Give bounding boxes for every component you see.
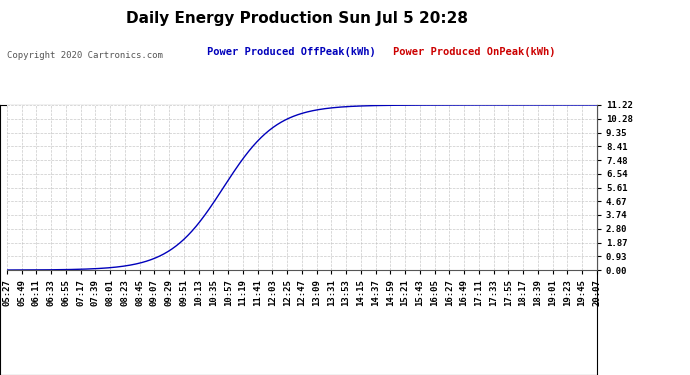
Text: Copyright 2020 Cartronics.com: Copyright 2020 Cartronics.com (7, 51, 163, 60)
Text: Power Produced OnPeak(kWh): Power Produced OnPeak(kWh) (393, 47, 556, 57)
Text: Daily Energy Production Sun Jul 5 20:28: Daily Energy Production Sun Jul 5 20:28 (126, 11, 468, 26)
Text: Power Produced OffPeak(kWh): Power Produced OffPeak(kWh) (207, 47, 376, 57)
